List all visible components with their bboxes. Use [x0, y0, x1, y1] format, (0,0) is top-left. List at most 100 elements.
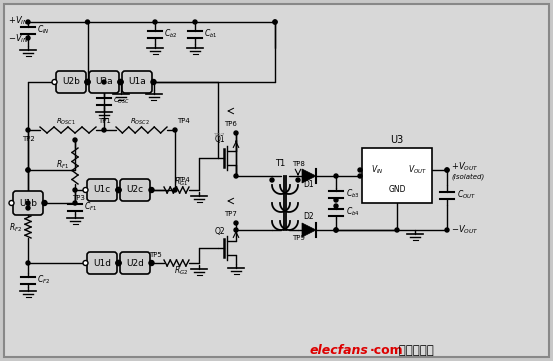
Circle shape: [117, 188, 121, 192]
Circle shape: [86, 80, 90, 84]
Polygon shape: [302, 169, 316, 183]
Circle shape: [118, 79, 123, 84]
Text: U2c: U2c: [127, 186, 144, 195]
FancyBboxPatch shape: [4, 4, 549, 357]
Circle shape: [149, 261, 154, 265]
Circle shape: [151, 79, 156, 84]
Text: U1a: U1a: [128, 78, 146, 87]
Circle shape: [102, 80, 106, 84]
Text: elecfans: elecfans: [310, 344, 369, 357]
Text: $+V_{IN}$: $+V_{IN}$: [8, 15, 29, 27]
Circle shape: [73, 188, 77, 192]
Text: $-V_{IN}$: $-V_{IN}$: [8, 33, 29, 45]
Text: $R_{OSC1}$: $R_{OSC1}$: [56, 117, 76, 127]
Circle shape: [102, 128, 106, 132]
Circle shape: [26, 168, 30, 172]
Text: U1d: U1d: [93, 258, 111, 268]
Text: TP4: TP4: [177, 177, 190, 183]
Text: U2d: U2d: [126, 258, 144, 268]
Text: $C_{F1}$: $C_{F1}$: [84, 201, 97, 213]
Circle shape: [118, 80, 123, 84]
Circle shape: [234, 174, 238, 178]
Circle shape: [273, 20, 277, 24]
Text: $V_{IN}$: $V_{IN}$: [371, 164, 383, 176]
Text: D1: D1: [304, 180, 314, 189]
Text: Q1: Q1: [215, 135, 225, 144]
FancyBboxPatch shape: [56, 71, 86, 93]
Text: $R_{G2}$: $R_{G2}$: [174, 265, 188, 277]
Text: TP1: TP1: [97, 118, 111, 124]
Text: U2a: U2a: [95, 78, 113, 87]
Circle shape: [234, 131, 238, 135]
Circle shape: [445, 168, 449, 172]
Circle shape: [334, 174, 338, 178]
Circle shape: [334, 204, 338, 208]
Circle shape: [118, 79, 123, 84]
Text: $R_{F2}$: $R_{F2}$: [9, 222, 23, 234]
FancyBboxPatch shape: [89, 71, 119, 93]
Circle shape: [358, 174, 362, 178]
Text: D2: D2: [304, 212, 314, 221]
Text: $+V_{OUT}$: $+V_{OUT}$: [451, 161, 478, 173]
FancyBboxPatch shape: [87, 252, 117, 274]
Text: GND: GND: [388, 186, 406, 195]
Circle shape: [116, 261, 121, 265]
FancyBboxPatch shape: [362, 148, 432, 203]
Text: $C_{OSC}$: $C_{OSC}$: [113, 96, 131, 106]
Circle shape: [26, 168, 30, 172]
Circle shape: [26, 261, 30, 265]
Circle shape: [116, 187, 121, 192]
Text: (Isolated): (Isolated): [451, 174, 484, 180]
Circle shape: [26, 128, 30, 132]
Circle shape: [26, 36, 30, 40]
Text: TP9: TP9: [291, 235, 305, 241]
Text: T1: T1: [275, 159, 285, 168]
Text: $-V_{OUT}$: $-V_{OUT}$: [451, 224, 478, 236]
Text: TP3: TP3: [71, 195, 85, 201]
Text: $R_{G1}$: $R_{G1}$: [174, 176, 188, 188]
Text: U1c: U1c: [93, 186, 111, 195]
Text: $R_{OSC2}$: $R_{OSC2}$: [129, 117, 149, 127]
Circle shape: [43, 201, 46, 205]
Circle shape: [234, 221, 238, 225]
Text: ·com: ·com: [370, 344, 404, 357]
Circle shape: [334, 228, 338, 232]
Circle shape: [73, 138, 77, 142]
Polygon shape: [302, 223, 316, 237]
Circle shape: [26, 20, 30, 24]
Circle shape: [73, 201, 77, 205]
Text: $C_{b4}$: $C_{b4}$: [346, 206, 360, 218]
Circle shape: [26, 201, 30, 205]
FancyBboxPatch shape: [87, 179, 117, 201]
Text: $C_{OUT}$: $C_{OUT}$: [457, 189, 476, 201]
Circle shape: [116, 187, 121, 192]
Text: U2b: U2b: [62, 78, 80, 87]
Circle shape: [173, 128, 177, 132]
Circle shape: [193, 20, 197, 24]
Circle shape: [173, 188, 177, 192]
Circle shape: [85, 79, 90, 84]
Text: TP6: TP6: [225, 121, 237, 127]
Circle shape: [273, 20, 277, 24]
Text: $C_{b1}$: $C_{b1}$: [204, 28, 217, 40]
Circle shape: [234, 228, 238, 232]
Circle shape: [358, 168, 362, 172]
Circle shape: [52, 79, 57, 84]
Text: $C_{b3}$: $C_{b3}$: [346, 188, 360, 200]
Text: TP8: TP8: [291, 161, 305, 167]
Circle shape: [85, 79, 90, 84]
Circle shape: [153, 20, 157, 24]
Text: U1b: U1b: [19, 199, 37, 208]
Circle shape: [445, 168, 449, 172]
Circle shape: [9, 200, 14, 205]
Circle shape: [395, 228, 399, 232]
FancyBboxPatch shape: [13, 191, 43, 215]
Text: $C_{b2}$: $C_{b2}$: [164, 28, 178, 40]
Circle shape: [83, 187, 88, 192]
Circle shape: [334, 198, 338, 202]
Text: TP7: TP7: [214, 133, 226, 138]
Text: U3: U3: [390, 135, 404, 145]
FancyBboxPatch shape: [120, 252, 150, 274]
Text: $C_{F2}$: $C_{F2}$: [37, 274, 50, 286]
Circle shape: [149, 261, 154, 265]
